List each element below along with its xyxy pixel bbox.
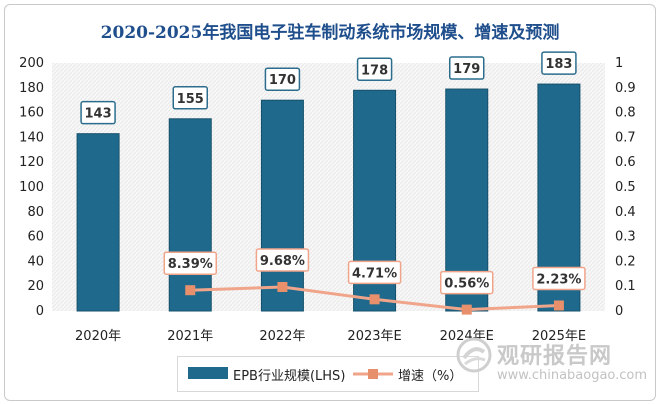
left-tick-label: 120: [19, 155, 44, 170]
right-tick-label: 1: [615, 56, 623, 71]
left-tick-label: 60: [27, 230, 44, 245]
plot-area: [52, 63, 605, 311]
category-label: 2023年E: [347, 329, 401, 344]
right-tick-label: 0.7: [615, 130, 636, 145]
bar-value-box: [264, 67, 301, 91]
right-tick-label: 0.5: [615, 180, 636, 195]
left-tick-label: 20: [27, 279, 44, 294]
category-label: 2020年: [75, 329, 121, 344]
left-tick-label: 200: [19, 56, 44, 71]
right-tick-label: 0.9: [615, 81, 636, 96]
growth-point: [277, 281, 288, 292]
left-tick-label: 80: [27, 205, 44, 220]
bar-0: [76, 133, 120, 312]
category-axis-labels: 2020年 2021年 2022年 2023年E 2024年E 2025年E: [75, 329, 586, 344]
plot-background: [52, 63, 605, 311]
growth-value-box: [347, 260, 402, 285]
left-tick-label: 140: [19, 130, 44, 145]
bar-value-label: 170: [269, 73, 296, 88]
left-tick-label: 160: [19, 106, 44, 121]
growth-point: [185, 285, 196, 296]
bar-value-label: 155: [177, 92, 204, 107]
growth-value-label: 8.39%: [168, 257, 213, 272]
right-tick-label: 0.1: [615, 279, 636, 294]
bar-value-box: [449, 56, 485, 80]
bar-value-label: 183: [545, 57, 572, 72]
bar-value-box: [80, 100, 116, 125]
growth-point: [553, 300, 564, 311]
right-tick-label: 0: [615, 304, 623, 319]
legend-bar-swatch: [188, 367, 228, 379]
right-tick-label: 0.2: [615, 254, 636, 269]
bar-value-label: 178: [361, 63, 388, 78]
category-label: 2022年: [259, 329, 305, 344]
bar-value-box: [172, 86, 208, 110]
right-axis-ticks: 0 0.1 0.2 0.3 0.4 0.5 0.6 0.7 0.8 0.9 1: [615, 56, 636, 319]
bar-value-box: [356, 57, 393, 82]
right-tick-label: 0.3: [615, 230, 636, 245]
growth-value-label: 0.56%: [444, 277, 489, 292]
data-labels: 143 155 170 178 179 183 8.39% 9.68% 4.71% 0.56% 2.…: [80, 51, 586, 295]
chart-title: 2020-2025年我国电子驻车制动系统市场规模、增速及预测: [100, 23, 560, 43]
bar-value-label: 179: [453, 62, 480, 77]
watermark-text: 观研报告网: [497, 344, 613, 369]
growth-line-series: [185, 281, 564, 315]
growth-value-label: 9.68%: [260, 254, 305, 269]
category-label: 2021年: [167, 329, 213, 344]
legend-line-swatch: [353, 369, 393, 379]
watermark-url: www.chinabaogao.com: [497, 368, 648, 383]
legend-line-label: 增速（%）: [398, 369, 463, 384]
growth-value-box: [532, 266, 586, 291]
left-tick-label: 100: [19, 180, 44, 195]
watermark: 观研报告网 www.chinabaogao.com: [455, 328, 647, 388]
growth-point: [369, 294, 380, 305]
left-tick-label: 40: [27, 254, 44, 269]
growth-value-label: 2.23%: [536, 272, 581, 287]
bar-value-label: 143: [85, 107, 112, 122]
left-axis-ticks: 0 20 40 60 80 100 120 140 160 180 200: [19, 56, 44, 319]
bar-value-box: [541, 51, 577, 75]
bar-2: [260, 99, 304, 312]
growth-value-box: [440, 270, 494, 295]
legend: EPB行业规模(LHS) 增速（%）: [177, 356, 479, 392]
legend-bar-label: EPB行业规模(LHS): [233, 369, 346, 384]
growth-value-label: 4.71%: [352, 266, 397, 281]
left-tick-label: 180: [19, 81, 44, 96]
right-tick-label: 0.8: [615, 106, 636, 121]
left-tick-label: 0: [36, 304, 44, 319]
growth-value-box: [163, 251, 217, 275]
growth-value-box: [255, 248, 310, 272]
right-tick-label: 0.4: [615, 205, 636, 220]
growth-point: [461, 304, 472, 315]
right-tick-label: 0.6: [615, 155, 636, 170]
bar-1: [168, 118, 212, 312]
category-label: 2025年E: [532, 329, 586, 344]
watermark-logo-icon: [456, 337, 492, 373]
